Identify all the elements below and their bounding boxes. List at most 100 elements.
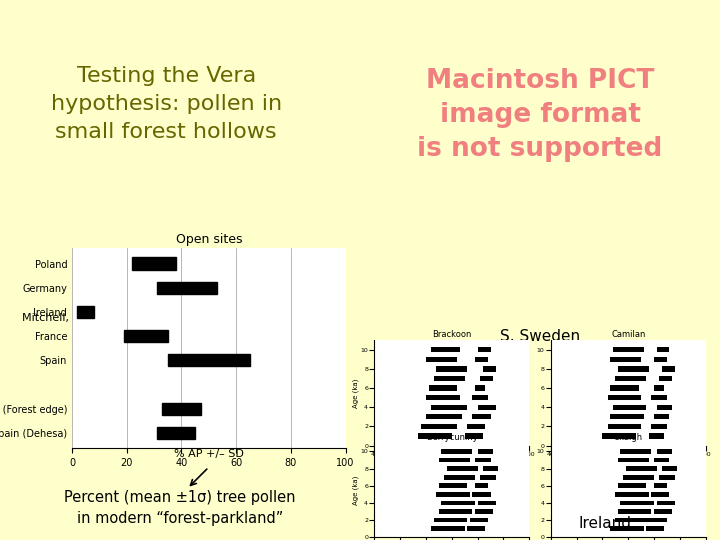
Bar — [433, 376, 464, 381]
Bar — [483, 466, 498, 471]
Text: ,: , — [214, 313, 221, 323]
Bar — [436, 492, 470, 497]
Bar — [477, 347, 490, 353]
Bar — [652, 424, 667, 429]
Text: 93: 93 — [222, 313, 237, 323]
Bar — [603, 433, 636, 438]
Bar — [472, 492, 490, 497]
Bar — [475, 357, 488, 362]
Bar — [480, 376, 493, 381]
Bar — [618, 509, 652, 514]
Bar — [426, 395, 459, 400]
Bar — [470, 518, 488, 523]
Bar — [660, 475, 675, 480]
Bar — [621, 501, 654, 505]
Bar — [610, 414, 644, 420]
Text: % AP +/– SD: % AP +/– SD — [174, 449, 244, 459]
Bar — [431, 526, 464, 531]
Bar — [654, 386, 665, 391]
Text: Ireland: Ireland — [578, 516, 631, 531]
Bar — [162, 403, 201, 415]
Bar — [657, 404, 672, 410]
Bar — [444, 475, 475, 480]
Bar — [652, 492, 670, 497]
Bar — [649, 433, 665, 438]
Bar — [654, 357, 667, 362]
Bar — [439, 457, 470, 462]
Bar — [431, 347, 459, 353]
Bar — [431, 404, 467, 410]
Bar — [608, 395, 641, 400]
Bar — [157, 282, 217, 294]
Bar — [475, 386, 485, 391]
Bar — [657, 347, 670, 353]
Bar — [477, 449, 493, 454]
Text: , 168-177.: , 168-177. — [239, 313, 297, 323]
Bar — [616, 518, 649, 523]
Bar — [654, 483, 667, 488]
X-axis label: AP range (%): AP range (%) — [606, 458, 651, 464]
Bar — [483, 366, 495, 372]
Bar — [608, 424, 641, 429]
Text: Testing the Vera
hypothesis: pollen in
small forest hollows: Testing the Vera hypothesis: pollen in s… — [50, 66, 282, 142]
Bar — [446, 466, 477, 471]
Bar — [426, 357, 457, 362]
Text: S. Sweden: S. Sweden — [500, 329, 580, 345]
Bar — [621, 449, 652, 454]
Bar — [124, 330, 168, 342]
Bar — [654, 457, 670, 462]
Text: Percent (mean ±1σ) tree pollen
in modern “forest-parkland”: Percent (mean ±1σ) tree pollen in modern… — [64, 490, 296, 525]
Title: Brackoon: Brackoon — [432, 330, 472, 340]
Bar — [475, 483, 488, 488]
Bar — [472, 395, 488, 400]
Bar — [657, 501, 675, 505]
Bar — [654, 414, 670, 420]
Bar — [477, 501, 495, 505]
Bar — [613, 404, 647, 410]
Bar — [649, 518, 667, 523]
Bar — [433, 518, 467, 523]
Bar — [441, 501, 475, 505]
Bar — [652, 395, 667, 400]
Bar — [436, 366, 467, 372]
Bar — [610, 526, 644, 531]
Bar — [168, 354, 250, 367]
Bar — [623, 475, 654, 480]
Bar — [78, 306, 94, 318]
Bar — [657, 449, 672, 454]
Bar — [618, 457, 649, 462]
Bar — [618, 366, 649, 372]
Bar — [626, 466, 657, 471]
Bar — [467, 424, 485, 429]
Bar — [618, 483, 647, 488]
Bar — [467, 526, 485, 531]
Bar — [647, 526, 665, 531]
Bar — [157, 427, 195, 439]
Bar — [439, 509, 472, 514]
Title: Camilan: Camilan — [611, 330, 645, 340]
Bar — [475, 457, 490, 462]
Bar — [426, 414, 462, 420]
Bar — [428, 386, 457, 391]
Text: Macintosh PICT
image format
is not supported: Macintosh PICT image format is not suppo… — [418, 68, 662, 162]
Bar — [477, 404, 495, 410]
Bar — [472, 414, 490, 420]
Title: Derrycunihy: Derrycunihy — [426, 433, 477, 442]
Y-axis label: Age (ka): Age (ka) — [353, 378, 359, 408]
Bar — [610, 357, 641, 362]
Bar — [616, 376, 647, 381]
Bar — [610, 386, 639, 391]
Text: J. Ecol.: J. Ecol. — [171, 313, 208, 323]
Bar — [662, 366, 675, 372]
Y-axis label: Age (ka): Age (ka) — [353, 475, 359, 505]
Bar — [418, 433, 452, 438]
Text: Mitchell, F.J.G.  2005.: Mitchell, F.J.G. 2005. — [22, 313, 145, 323]
Title: Open sites: Open sites — [176, 233, 242, 246]
Bar — [616, 492, 649, 497]
Bar — [441, 449, 472, 454]
Bar — [613, 347, 644, 353]
Bar — [132, 258, 176, 269]
Bar — [420, 424, 457, 429]
Bar — [480, 475, 495, 480]
Title: Ukaigh: Ukaigh — [613, 433, 643, 442]
